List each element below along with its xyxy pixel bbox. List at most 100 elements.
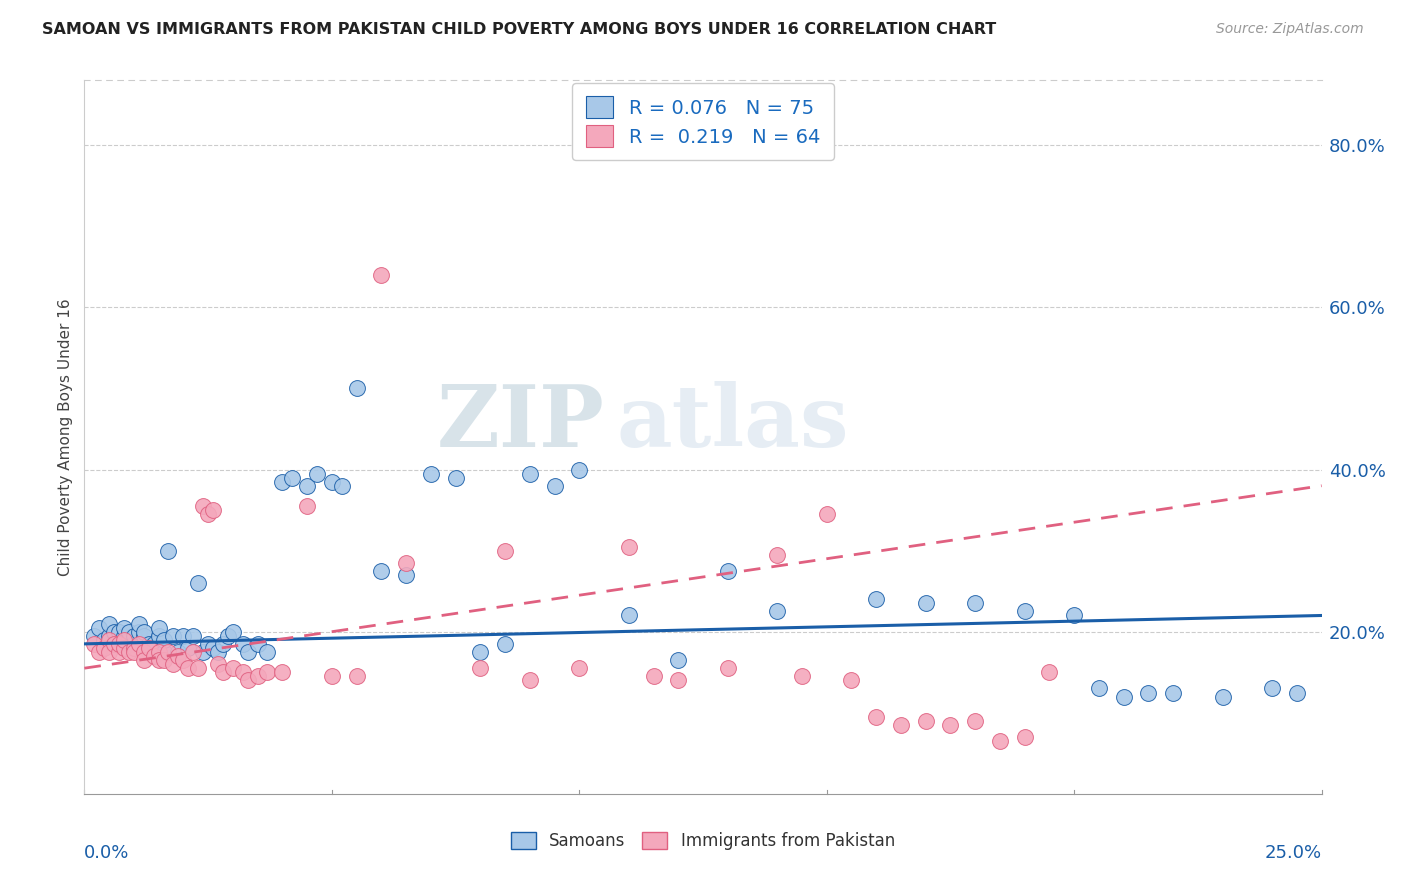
Point [138,640,160,655]
Point [122,629,145,643]
Text: atlas: atlas [616,381,849,465]
Point [1137,685,1160,699]
Point [217,629,239,643]
Point [148,629,170,643]
Point [717,564,740,578]
Point [295,479,318,493]
Point [152,653,174,667]
Text: SAMOAN VS IMMIGRANTS FROM PAKISTAN CHILD POVERTY AMONG BOYS UNDER 16 CORRELATION: SAMOAN VS IMMIGRANTS FROM PAKISTAN CHILD… [42,22,997,37]
Point [148,645,170,659]
Point [152,645,174,659]
Point [1212,690,1234,704]
Point [162,657,184,672]
Point [138,637,160,651]
Y-axis label: Child Poverty Among Boys Under 16: Child Poverty Among Boys Under 16 [58,298,73,576]
Point [132,624,155,639]
Point [118,624,141,639]
Point [865,710,887,724]
Point [865,592,887,607]
Point [132,653,155,667]
Point [841,673,863,688]
Point [212,637,235,651]
Point [494,637,516,651]
Point [181,645,204,659]
Point [112,632,135,647]
Point [112,621,135,635]
Point [93,632,115,647]
Point [321,669,343,683]
Point [271,665,294,680]
Point [470,645,492,659]
Point [128,637,150,651]
Point [1161,685,1184,699]
Point [419,467,441,481]
Point [965,714,987,728]
Text: Source: ZipAtlas.com: Source: ZipAtlas.com [1216,22,1364,37]
Point [177,661,200,675]
Point [98,616,121,631]
Point [148,621,170,635]
Point [128,624,150,639]
Point [232,637,254,651]
Point [295,499,318,513]
Point [346,669,368,683]
Point [1285,685,1308,699]
Point [207,657,229,672]
Point [766,604,789,618]
Point [519,467,541,481]
Point [148,653,170,667]
Point [93,640,115,655]
Point [177,640,200,655]
Point [222,624,245,639]
Point [790,669,813,683]
Point [132,645,155,659]
Point [122,645,145,659]
Point [815,507,838,521]
Point [1014,730,1036,744]
Point [988,734,1011,748]
Point [89,645,111,659]
Point [346,381,368,395]
Point [122,640,145,655]
Point [1063,608,1085,623]
Point [222,661,245,675]
Point [666,673,689,688]
Point [617,540,640,554]
Point [395,556,418,570]
Point [281,470,304,484]
Point [103,637,125,651]
Point [118,645,141,659]
Point [1038,665,1060,680]
Point [1014,604,1036,618]
Point [202,640,225,655]
Point [1112,690,1135,704]
Point [172,629,194,643]
Point [187,661,209,675]
Point [83,629,105,643]
Point [643,669,665,683]
Point [83,637,105,651]
Point [236,673,259,688]
Text: 25.0%: 25.0% [1264,844,1322,862]
Point [202,503,225,517]
Point [914,714,936,728]
Point [138,645,160,659]
Point [321,475,343,489]
Point [197,507,219,521]
Point [197,637,219,651]
Point [766,548,789,562]
Point [939,718,962,732]
Point [370,268,392,282]
Point [568,462,591,476]
Point [142,648,165,663]
Point [444,470,467,484]
Point [128,616,150,631]
Point [108,637,131,651]
Point [212,665,235,680]
Point [717,661,740,675]
Point [98,629,121,643]
Point [890,718,912,732]
Point [89,621,111,635]
Point [187,576,209,591]
Point [232,665,254,680]
